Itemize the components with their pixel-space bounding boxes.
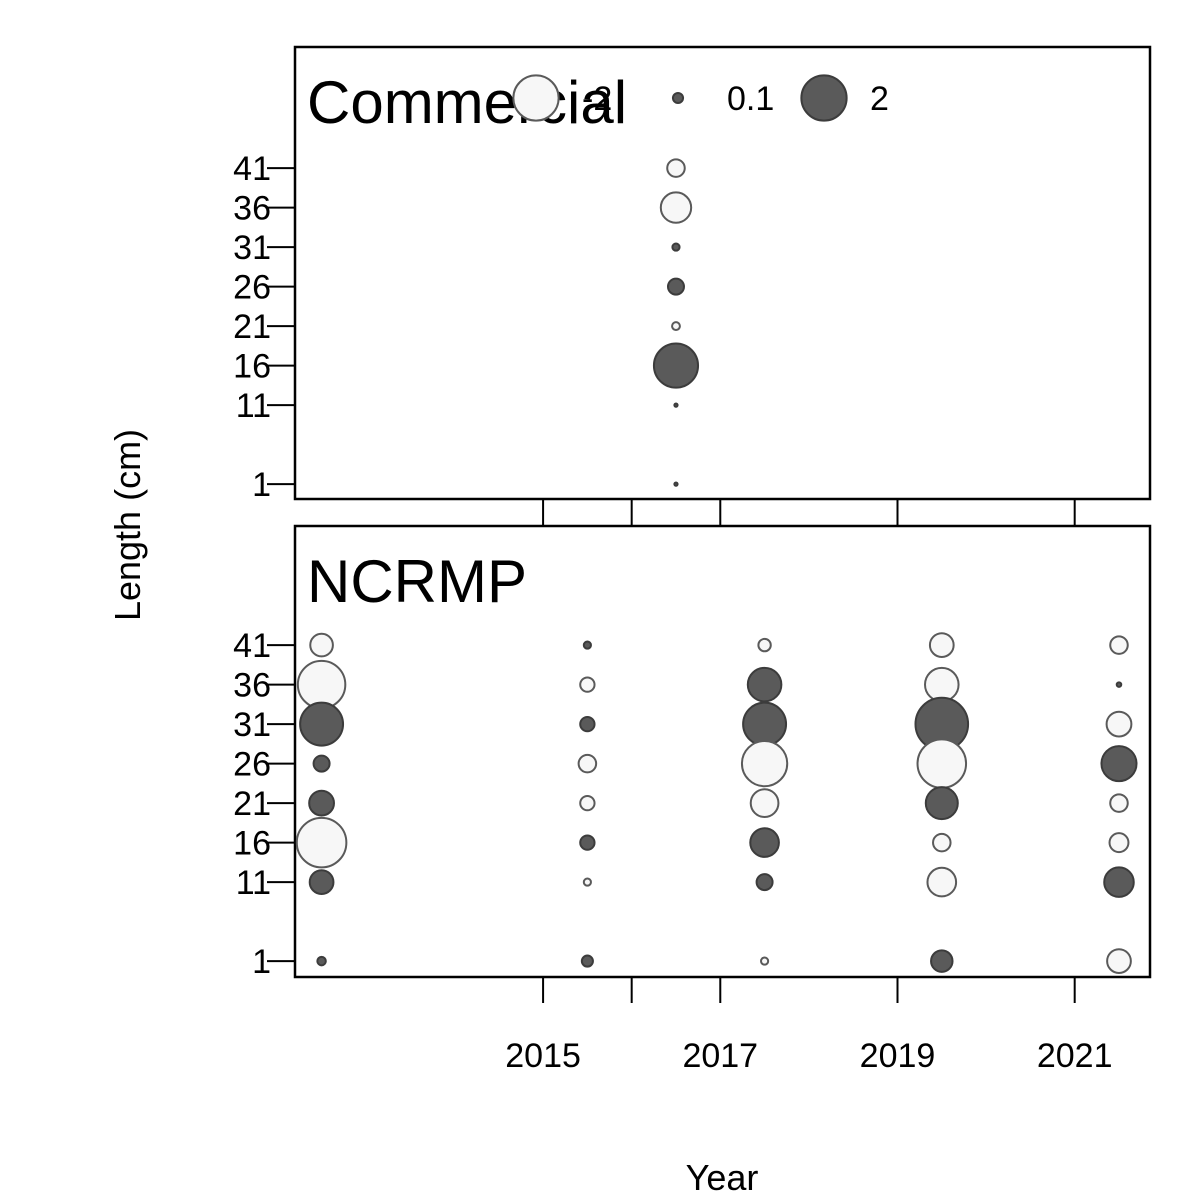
bubble-negative <box>760 956 770 966</box>
legend-symbol <box>800 74 848 122</box>
bubble-positive <box>299 701 345 747</box>
bubble-positive <box>579 715 596 733</box>
bubble-positive <box>579 834 596 851</box>
y-tick-label: 21 <box>233 308 271 346</box>
y-tick-label: 11 <box>236 387 271 425</box>
bubble-negative <box>1109 635 1129 655</box>
y-tick-label: 31 <box>233 229 271 267</box>
bubble-positive <box>1115 681 1123 688</box>
bubble-positive <box>930 949 954 973</box>
bubble-negative <box>579 676 596 693</box>
y-tick-label: 21 <box>233 785 271 823</box>
y-tick-label: 26 <box>233 269 271 307</box>
y-tick-label: 26 <box>233 746 271 784</box>
bubble-negative <box>757 637 772 653</box>
panel-title: NCRMP <box>307 548 527 615</box>
y-tick-label: 36 <box>233 667 271 705</box>
bubble-positive <box>308 869 335 895</box>
y-tick-label: 11 <box>236 864 271 902</box>
bubble-positive <box>671 242 681 252</box>
bubble-positive <box>1100 745 1138 783</box>
bubble-positive <box>312 754 331 773</box>
panel-frame <box>293 524 1152 979</box>
bubble-negative <box>749 788 780 818</box>
bubble-negative <box>659 191 693 224</box>
y-tick-label: 16 <box>233 825 271 863</box>
legend-symbol <box>671 91 685 105</box>
bubble-negative <box>928 632 955 658</box>
bubble-negative <box>1106 948 1132 974</box>
bubble-negative <box>916 738 968 789</box>
y-tick-label: 1 <box>252 943 271 981</box>
y-tick-label: 41 <box>233 627 271 665</box>
bubble-positive <box>742 701 788 747</box>
bubble-negative <box>671 321 681 332</box>
panels-layer: Commercial111162126313641NCRMP1111621263… <box>233 45 1152 1075</box>
bubble-positive <box>308 789 335 817</box>
bubble-positive <box>652 342 700 389</box>
y-tick-label: 1 <box>252 466 271 504</box>
bubble-positive <box>666 277 685 296</box>
panel-title: Commercial <box>307 69 627 136</box>
legend-label: 2 <box>870 80 889 118</box>
bubble-negative <box>932 832 952 853</box>
x-tick-label: 2015 <box>505 1037 581 1075</box>
bubble-negative <box>579 794 596 812</box>
x-tick-label: 2021 <box>1037 1037 1113 1075</box>
bubble-negative <box>1109 793 1129 813</box>
bubble-positive <box>1103 866 1135 898</box>
bubble-positive <box>746 666 783 703</box>
y-tick-label: 41 <box>233 150 271 188</box>
y-tick-label: 36 <box>233 190 271 228</box>
bubble-negative <box>295 816 348 869</box>
x-axis-label: Year <box>686 1157 759 1198</box>
bubble-positive <box>580 954 594 968</box>
bubble-positive <box>316 955 327 967</box>
bubble-positive <box>582 640 592 650</box>
bubble-negative <box>309 632 334 658</box>
bubble-negative <box>740 739 789 788</box>
x-tick-label: 2017 <box>682 1037 758 1075</box>
legend-symbol <box>512 74 560 122</box>
bubble-positive <box>673 402 679 408</box>
panel-frame <box>293 45 1152 501</box>
legend: -2 0.1 2 <box>512 74 889 122</box>
bubble-positive <box>924 786 959 821</box>
bubble-positive <box>749 827 780 858</box>
x-tick-label: 2019 <box>860 1037 936 1075</box>
y-tick-label: 16 <box>233 348 271 386</box>
bubble-negative <box>582 877 592 887</box>
bubble-positive <box>673 481 679 487</box>
bubble-negative <box>924 666 960 703</box>
legend-label: -2 <box>582 80 612 118</box>
bubble-positive <box>755 873 774 892</box>
y-axis-label: Length (cm) <box>107 429 148 621</box>
bubble-negative <box>1108 832 1130 854</box>
legend-label: 0.1 <box>727 80 774 118</box>
bubble-negative <box>666 158 686 178</box>
y-tick-label: 31 <box>233 706 271 744</box>
bubble-negative <box>577 753 598 774</box>
bubble-negative <box>296 659 347 710</box>
bubble-negative <box>1105 710 1133 738</box>
bubble-negative <box>926 866 958 898</box>
